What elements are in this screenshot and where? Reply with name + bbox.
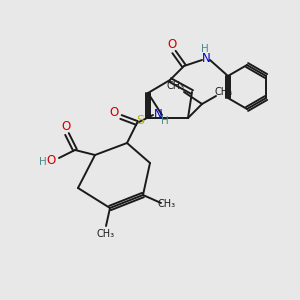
- Text: CH₃: CH₃: [158, 199, 176, 209]
- Text: CH₃: CH₃: [97, 229, 115, 239]
- Text: H: H: [161, 116, 169, 126]
- Text: H: H: [39, 157, 47, 167]
- Text: CH₃: CH₃: [215, 87, 233, 97]
- Text: O: O: [61, 121, 70, 134]
- Text: S: S: [136, 115, 144, 128]
- Text: O: O: [46, 154, 56, 166]
- Text: N: N: [154, 109, 162, 122]
- Text: CH₃: CH₃: [167, 81, 185, 91]
- Text: H: H: [201, 44, 209, 54]
- Text: O: O: [110, 106, 118, 119]
- Text: N: N: [202, 52, 210, 64]
- Text: O: O: [167, 38, 177, 52]
